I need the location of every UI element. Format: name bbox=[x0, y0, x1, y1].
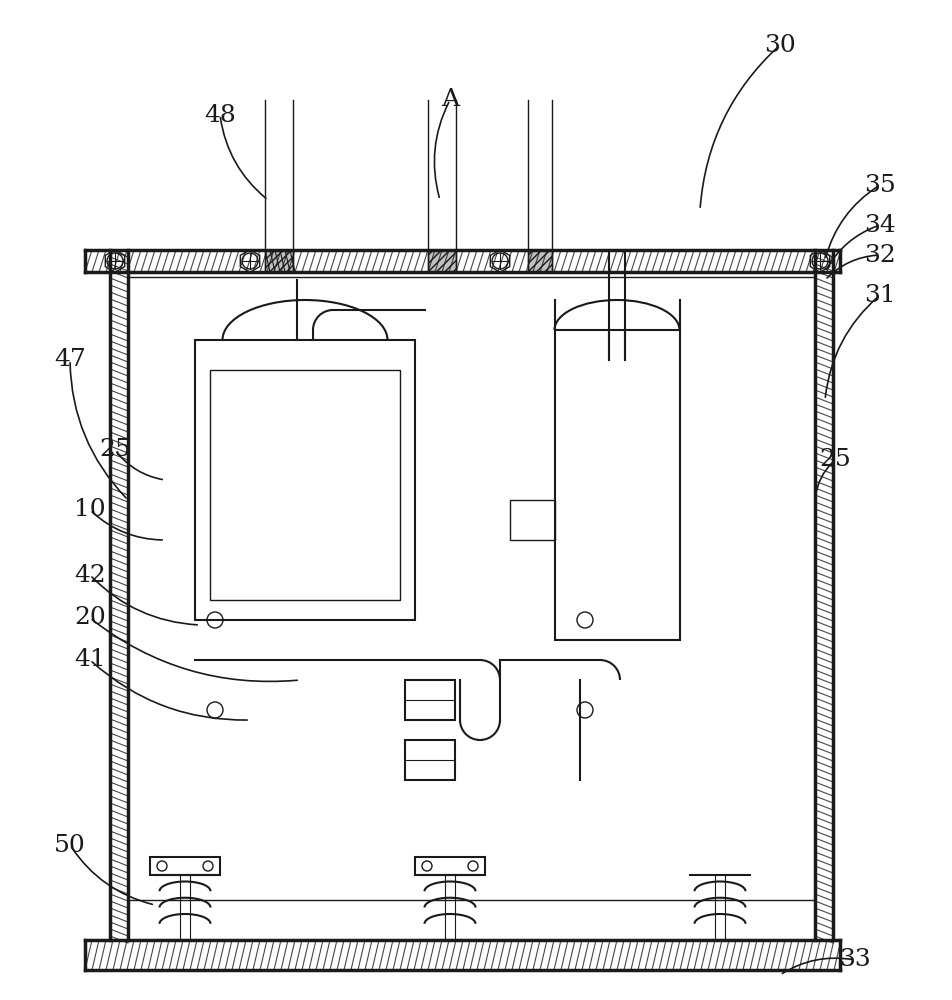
Bar bbox=[510, 500, 555, 540]
Bar bbox=[428, 250, 456, 272]
Text: 31: 31 bbox=[864, 284, 896, 306]
Text: 48: 48 bbox=[204, 104, 236, 126]
Text: 34: 34 bbox=[864, 214, 896, 236]
Bar bbox=[195, 340, 415, 620]
Text: 32: 32 bbox=[864, 243, 896, 266]
Text: 20: 20 bbox=[74, 606, 106, 630]
Bar bbox=[210, 370, 400, 600]
Text: 47: 47 bbox=[54, 349, 86, 371]
Text: 35: 35 bbox=[864, 174, 896, 196]
Bar bbox=[150, 857, 220, 875]
Text: 25: 25 bbox=[819, 448, 851, 472]
Bar bbox=[405, 740, 455, 780]
Text: A: A bbox=[441, 89, 459, 111]
Text: 25: 25 bbox=[99, 438, 130, 462]
Bar bbox=[405, 680, 455, 720]
Text: 41: 41 bbox=[74, 648, 106, 672]
Text: 33: 33 bbox=[839, 948, 871, 972]
Text: 10: 10 bbox=[74, 498, 106, 522]
Text: 30: 30 bbox=[764, 33, 796, 56]
Text: 42: 42 bbox=[74, 564, 106, 586]
Bar bbox=[555, 330, 680, 640]
Bar bbox=[528, 250, 552, 272]
Bar bbox=[415, 857, 485, 875]
Text: 50: 50 bbox=[54, 834, 86, 856]
Bar bbox=[265, 250, 293, 272]
